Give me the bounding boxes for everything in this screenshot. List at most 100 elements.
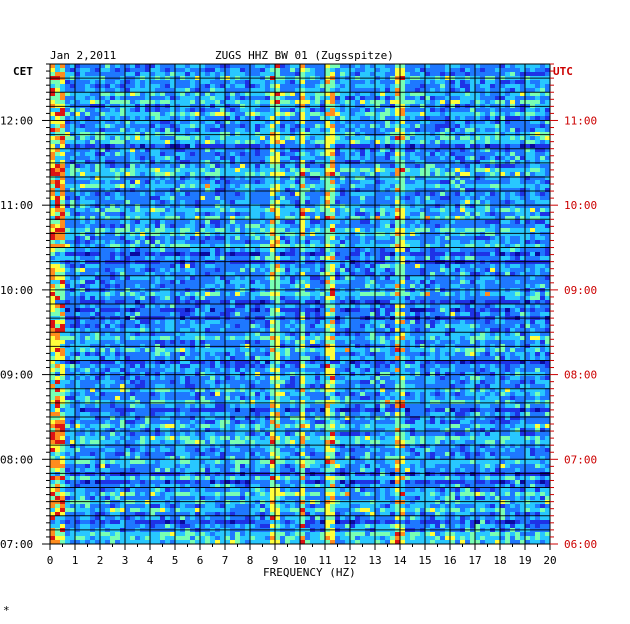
spectrogram-cell: [125, 204, 130, 208]
spectrogram-cell: [55, 220, 60, 224]
spectrogram-cell: [335, 80, 340, 84]
spectrogram-cell: [85, 184, 90, 188]
spectrogram-cell: [480, 224, 485, 228]
spectrogram-cell: [135, 176, 140, 180]
spectrogram-cell: [235, 144, 240, 148]
spectrogram-cell: [305, 72, 310, 76]
spectrogram-cell: [405, 68, 410, 72]
spectrogram-cell: [545, 112, 550, 116]
spectrogram-cell: [180, 204, 185, 208]
spectrogram-cell: [500, 256, 505, 260]
spectrogram-cell: [120, 92, 125, 96]
spectrogram-cell: [500, 88, 505, 92]
spectrogram-cell: [485, 152, 490, 156]
spectrogram-cell: [150, 216, 155, 220]
spectrogram-cell: [540, 236, 545, 240]
spectrogram-cell: [155, 144, 160, 148]
spectrogram-cell: [405, 164, 410, 168]
spectrogram-cell: [85, 160, 90, 164]
spectrogram-cell: [540, 196, 545, 200]
spectrogram-cell: [335, 236, 340, 240]
spectrogram-cell: [475, 152, 480, 156]
spectrogram-cell: [180, 248, 185, 252]
spectrogram-cell: [55, 152, 60, 156]
spectrogram-cell: [120, 180, 125, 184]
spectrogram-cell: [140, 228, 145, 232]
spectrogram-cell: [350, 88, 355, 92]
spectrogram-cell: [535, 88, 540, 92]
spectrogram-cell: [100, 152, 105, 156]
spectrogram-cell: [290, 100, 295, 104]
spectrogram-cell: [435, 116, 440, 120]
spectrogram-cell: [180, 168, 185, 172]
spectrogram-cell: [275, 84, 280, 88]
spectrogram-cell: [150, 228, 155, 232]
spectrogram-cell: [420, 100, 425, 104]
spectrogram-cell: [425, 252, 430, 256]
spectrogram-cell: [270, 188, 275, 192]
spectrogram-cell: [260, 168, 265, 172]
spectrogram-cell: [400, 64, 405, 68]
spectrogram-cell: [465, 68, 470, 72]
spectrogram-cell: [345, 216, 350, 220]
spectrogram-cell: [440, 176, 445, 180]
spectrogram-cell: [365, 192, 370, 196]
spectrogram-cell: [125, 216, 130, 220]
spectrogram-cell: [515, 116, 520, 120]
spectrogram-cell: [165, 108, 170, 112]
spectrogram-cell: [370, 84, 375, 88]
spectrogram-cell: [450, 120, 455, 124]
spectrogram-cell: [210, 172, 215, 176]
spectrogram-cell: [290, 152, 295, 156]
spectrogram-cell: [205, 164, 210, 168]
spectrogram-cell: [345, 240, 350, 244]
spectrogram-cell: [245, 236, 250, 240]
spectrogram-cell: [135, 216, 140, 220]
spectrogram-cell: [370, 232, 375, 236]
spectrogram-cell: [85, 108, 90, 112]
spectrogram-cell: [425, 228, 430, 232]
spectrogram-cell: [445, 200, 450, 204]
spectrogram-cell: [210, 252, 215, 256]
spectrogram-cell: [185, 64, 190, 68]
spectrogram-cell: [250, 184, 255, 188]
spectrogram-cell: [375, 184, 380, 188]
spectrogram-cell: [295, 192, 300, 196]
spectrogram-cell: [445, 124, 450, 128]
spectrogram-cell: [250, 216, 255, 220]
spectrogram-cell: [125, 88, 130, 92]
spectrogram-cell: [445, 80, 450, 84]
spectrogram-cell: [410, 252, 415, 256]
spectrogram-cell: [285, 172, 290, 176]
spectrogram-cell: [375, 204, 380, 208]
spectrogram-cell: [120, 68, 125, 72]
spectrogram-cell: [160, 176, 165, 180]
spectrogram-cell: [90, 252, 95, 256]
spectrogram-cell: [340, 156, 345, 160]
spectrogram-cell: [50, 240, 55, 244]
spectrogram-cell: [445, 68, 450, 72]
spectrogram-cell: [235, 176, 240, 180]
spectrogram-cell: [260, 92, 265, 96]
spectrogram-cell: [340, 148, 345, 152]
spectrogram-cell: [60, 224, 65, 228]
spectrogram-cell: [185, 244, 190, 248]
spectrogram-cell: [315, 64, 320, 68]
spectrogram-cell: [70, 164, 75, 168]
spectrogram-cell: [360, 80, 365, 84]
spectrogram-cell: [280, 120, 285, 124]
spectrogram-cell: [540, 184, 545, 188]
spectrogram-cell: [200, 92, 205, 96]
spectrogram-cell: [425, 188, 430, 192]
spectrogram-cell: [480, 156, 485, 160]
spectrogram-cell: [495, 204, 500, 208]
spectrogram-cell: [475, 136, 480, 140]
spectrogram-cell: [225, 180, 230, 184]
spectrogram-cell: [335, 212, 340, 216]
spectrogram-cell: [100, 132, 105, 136]
spectrogram-cell: [515, 224, 520, 228]
spectrogram-cell: [220, 64, 225, 68]
spectrogram-cell: [130, 192, 135, 196]
spectrogram-cell: [310, 240, 315, 244]
spectrogram-cell: [455, 136, 460, 140]
